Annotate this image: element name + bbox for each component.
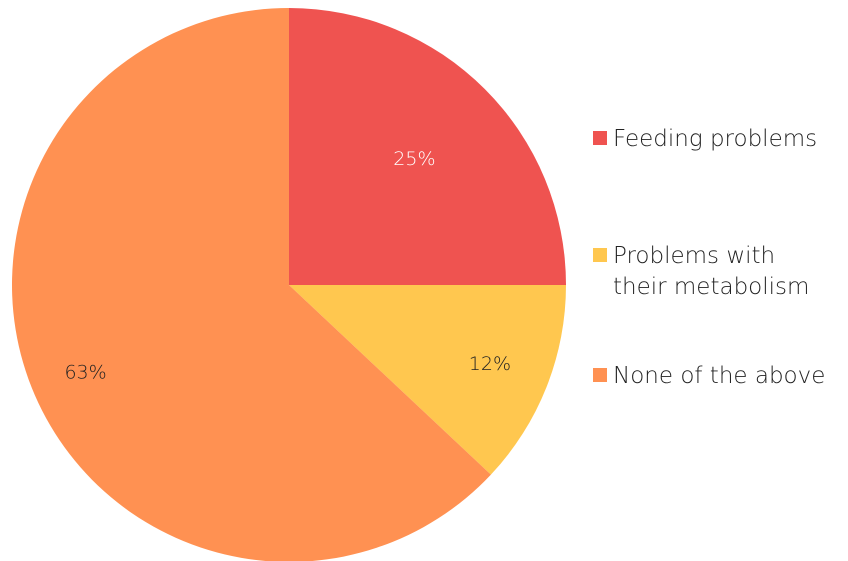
legend-label-problems-with-their-metabolism: Problems with their metabolism — [613, 243, 809, 300]
legend-swatch-none-of-the-above — [593, 368, 607, 382]
legend-swatch-feeding-problems — [593, 131, 607, 145]
pie-slices — [12, 8, 566, 561]
legend-item-none-of-the-above: None of the above — [593, 363, 825, 389]
legend-swatch-problems-with-their-metabolism — [593, 248, 607, 262]
slice-label-problems-with-their-metabolism: 12% — [469, 353, 511, 375]
slice-label-feeding-problems: 25% — [393, 148, 435, 170]
pie-slice-feeding-problems — [289, 8, 566, 285]
legend: Feeding problems Problems with their metab… — [593, 126, 825, 389]
legend-item-problems-with-their-metabolism: Problems with their metabolism — [593, 243, 809, 300]
legend-label-feeding-problems: Feeding problems — [613, 126, 817, 152]
slice-label-none-of-the-above: 63% — [64, 362, 106, 384]
legend-label-none-of-the-above: None of the above — [613, 363, 825, 389]
legend-item-feeding-problems: Feeding problems — [593, 126, 817, 152]
